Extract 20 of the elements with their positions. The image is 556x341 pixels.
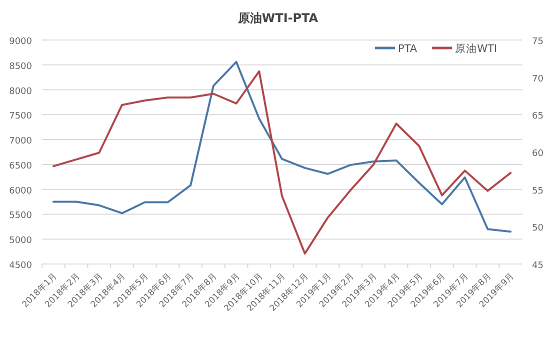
y-tick-label: 6000 [9,186,32,196]
y-tick-label: 8000 [9,86,32,97]
y2-tick-label: 75 [532,37,544,47]
y2-tick-label: 45 [532,261,544,271]
y-tick-label: 4500 [9,261,32,271]
y2-tick-label: 65 [532,112,544,122]
legend-label: PTA [398,43,418,55]
y2-tick-label: 70 [532,74,544,84]
y2-tick-label: 55 [532,186,544,196]
y-tick-label: 6500 [9,161,32,172]
y-tick-label: 9000 [9,37,32,47]
y2-tick-label: 50 [532,224,544,234]
y-tick-label: 5500 [9,211,32,222]
y-tick-label: 8500 [9,62,32,72]
y2-tick-label: 60 [532,149,544,159]
y-tick-label: 7500 [9,112,32,122]
y-tick-label: 7000 [9,136,32,147]
y-tick-label: 5000 [9,236,32,246]
chart-title: 原油WTI-PTA [236,11,319,25]
legend-label: 原油WTI [455,42,498,55]
